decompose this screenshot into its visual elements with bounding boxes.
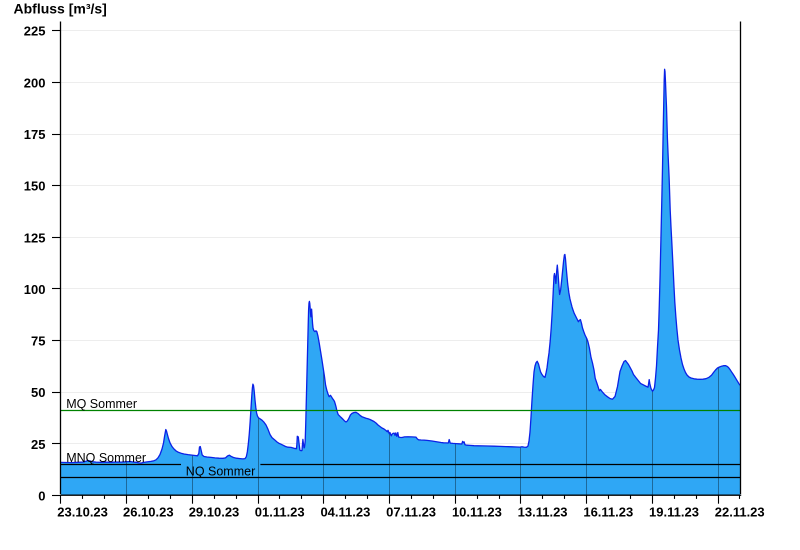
svg-text:75: 75 (31, 334, 45, 349)
svg-text:MQ Sommer: MQ Sommer (66, 397, 137, 411)
svg-text:50: 50 (31, 385, 45, 400)
svg-text:13.11.23: 13.11.23 (518, 505, 568, 520)
svg-text:225: 225 (24, 24, 46, 39)
svg-text:19.11.23: 19.11.23 (649, 505, 699, 520)
svg-text:125: 125 (24, 230, 46, 245)
svg-text:26.10.23: 26.10.23 (123, 505, 174, 520)
svg-text:29.10.23: 29.10.23 (189, 505, 240, 520)
svg-text:16.11.23: 16.11.23 (583, 505, 633, 520)
svg-text:100: 100 (24, 282, 46, 297)
svg-text:10.11.23: 10.11.23 (452, 505, 502, 520)
svg-text:07.11.23: 07.11.23 (386, 505, 436, 520)
svg-text:200: 200 (24, 75, 46, 90)
svg-text:23.10.23: 23.10.23 (57, 505, 108, 520)
svg-text:0: 0 (38, 489, 45, 504)
svg-text:25: 25 (31, 437, 45, 452)
svg-text:175: 175 (24, 127, 46, 142)
svg-text:22.11.23: 22.11.23 (715, 505, 765, 520)
svg-text:Abfluss [m³/s]: Abfluss [m³/s] (14, 1, 107, 17)
svg-text:NQ Sommer: NQ Sommer (186, 464, 255, 478)
svg-text:04.11.23: 04.11.23 (320, 505, 370, 520)
svg-text:MNQ Sommer: MNQ Sommer (66, 451, 146, 465)
svg-text:150: 150 (24, 179, 46, 194)
svg-text:01.11.23: 01.11.23 (255, 505, 305, 520)
